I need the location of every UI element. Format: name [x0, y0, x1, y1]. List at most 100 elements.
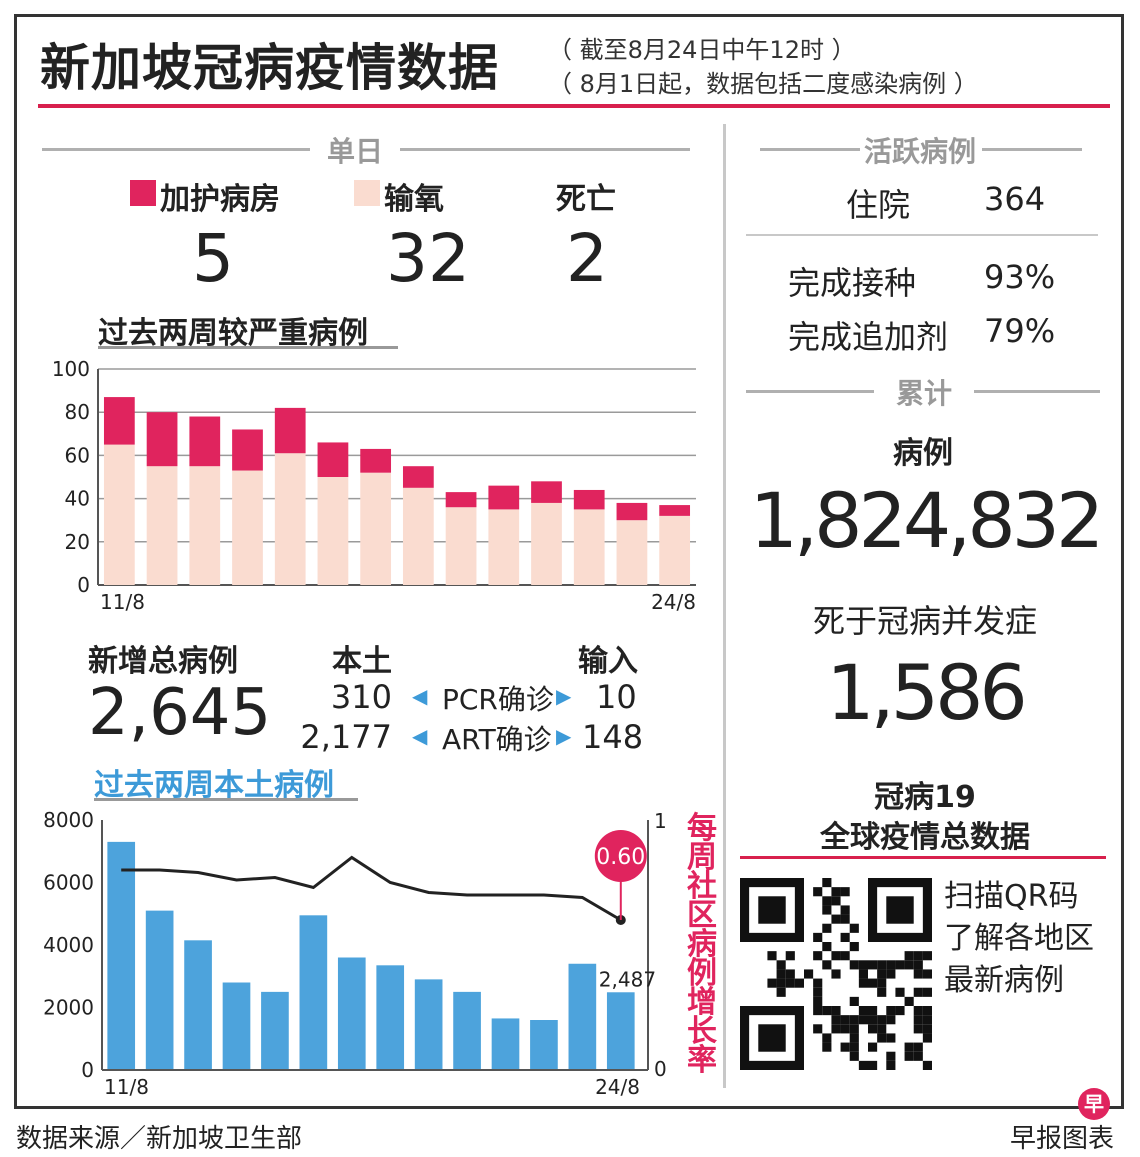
qr-module	[913, 1006, 923, 1016]
icu-bar	[360, 448, 392, 473]
growth-callout-badge	[594, 830, 647, 882]
local-case-bar	[222, 982, 251, 1070]
subtitle-note: （ 8月1日起，数据包括二度感染病例 ）	[548, 70, 978, 98]
vaccinated-label: 完成接种	[788, 264, 917, 302]
qr-module	[868, 1006, 878, 1016]
local-case-bar	[184, 940, 212, 1070]
local-case-bar	[145, 910, 174, 1070]
qr-module	[804, 969, 814, 979]
left-arrow-icon: ◀	[412, 724, 428, 748]
qr-module	[877, 978, 887, 988]
y-tick-label: 20	[65, 530, 90, 554]
cumulative-rule-right	[974, 390, 1100, 393]
global-divider	[740, 856, 1106, 859]
qr-module	[831, 1006, 841, 1016]
active-rule-right	[982, 148, 1082, 151]
qr-module	[840, 1042, 850, 1052]
qr-module	[840, 1024, 850, 1034]
pcr-local-value: 310	[330, 678, 392, 716]
deaths-value: 2	[566, 220, 608, 297]
page-title: 新加坡冠病疫情数据	[40, 39, 499, 97]
icu-bar	[531, 481, 562, 503]
qr-module	[813, 1006, 823, 1016]
icu-bar	[146, 412, 178, 467]
severe-title-underline	[98, 346, 398, 349]
art-import-value: 148	[582, 718, 644, 756]
y2-tick-label: 1	[654, 809, 667, 833]
qr-module	[922, 1024, 932, 1034]
y-tick-label: 0	[81, 1058, 94, 1082]
oxygen-bar	[402, 487, 434, 585]
x-tick-label: 24/8	[651, 590, 696, 614]
qr-module	[913, 1042, 923, 1052]
vaccinated-value: 93%	[984, 258, 1056, 296]
qr-module	[831, 1024, 841, 1034]
active-heading: 活跃病例	[863, 135, 976, 168]
icu-bar	[103, 397, 135, 445]
qr-module	[849, 960, 859, 970]
qr-module	[922, 1033, 932, 1043]
icu-bar	[488, 485, 520, 510]
qr-module	[904, 1051, 914, 1061]
icu-bar	[189, 416, 221, 467]
qr-module	[877, 987, 887, 997]
qr-module	[767, 978, 777, 988]
qr-module	[785, 969, 795, 979]
qr-module	[767, 951, 777, 961]
booster-value: 79%	[984, 312, 1056, 350]
growth-rate-label: 每周社区病例增长率	[687, 811, 717, 1078]
qr-module	[877, 1015, 887, 1025]
new-cases-value: 2,645	[88, 676, 272, 750]
qr-module	[886, 1015, 896, 1025]
data-source: 数据来源／新加坡卫生部	[16, 1124, 303, 1154]
cumulative-deaths-value: 1,586	[826, 648, 1028, 737]
oxygen-legend-swatch	[354, 180, 380, 206]
qr-module	[904, 996, 914, 1006]
qr-code[interactable]	[740, 878, 932, 1070]
local-case-bar	[376, 965, 405, 1070]
qr-module	[840, 887, 850, 897]
qr-module	[904, 1042, 914, 1052]
oxygen-bar	[232, 470, 263, 585]
growth-callout-label: 0.60	[596, 845, 645, 870]
oxygen-label: 输氧	[384, 182, 444, 217]
y-tick-label: 40	[65, 487, 90, 511]
icu-bar	[402, 466, 434, 488]
qr-module	[813, 978, 823, 988]
qr-module	[849, 1042, 859, 1052]
qr-module	[886, 969, 896, 979]
qr-module	[776, 978, 786, 988]
oxygen-bar	[531, 502, 562, 585]
qr-module	[895, 1006, 905, 1016]
y-tick-label: 4000	[43, 933, 94, 957]
qr-module	[886, 1060, 896, 1070]
qr-module	[858, 1015, 868, 1025]
booster-label: 完成追加剂	[788, 318, 949, 356]
oxygen-bar	[189, 466, 221, 585]
qr-text-line1: 扫描QR码	[944, 879, 1079, 914]
qr-module	[840, 951, 850, 961]
oxygen-bar	[274, 453, 306, 585]
active-separator	[746, 234, 1098, 236]
qr-module	[831, 1015, 841, 1025]
qr-module	[849, 942, 859, 952]
qr-module	[868, 960, 878, 970]
qr-module	[858, 1060, 868, 1070]
global-line2: 全球疫情总数据	[820, 820, 1030, 855]
qr-module	[822, 960, 832, 970]
qr-module	[831, 951, 841, 961]
deaths-complication-label: 死于冠病并发症	[812, 602, 1037, 640]
oxygen-value: 32	[386, 220, 470, 297]
qr-module	[913, 969, 923, 979]
pcr-import-value: 10	[596, 678, 637, 716]
icu-bar	[274, 407, 306, 454]
y2-tick-label: 0	[654, 1057, 667, 1081]
header-divider	[38, 104, 1110, 108]
qr-module	[877, 960, 887, 970]
qr-module	[785, 978, 795, 988]
qr-finder-core	[758, 896, 786, 924]
y-tick-label: 2000	[43, 996, 94, 1020]
qr-module	[849, 1051, 859, 1061]
qr-module	[776, 987, 786, 997]
cumulative-cases-value: 1,824,832	[749, 476, 1105, 565]
